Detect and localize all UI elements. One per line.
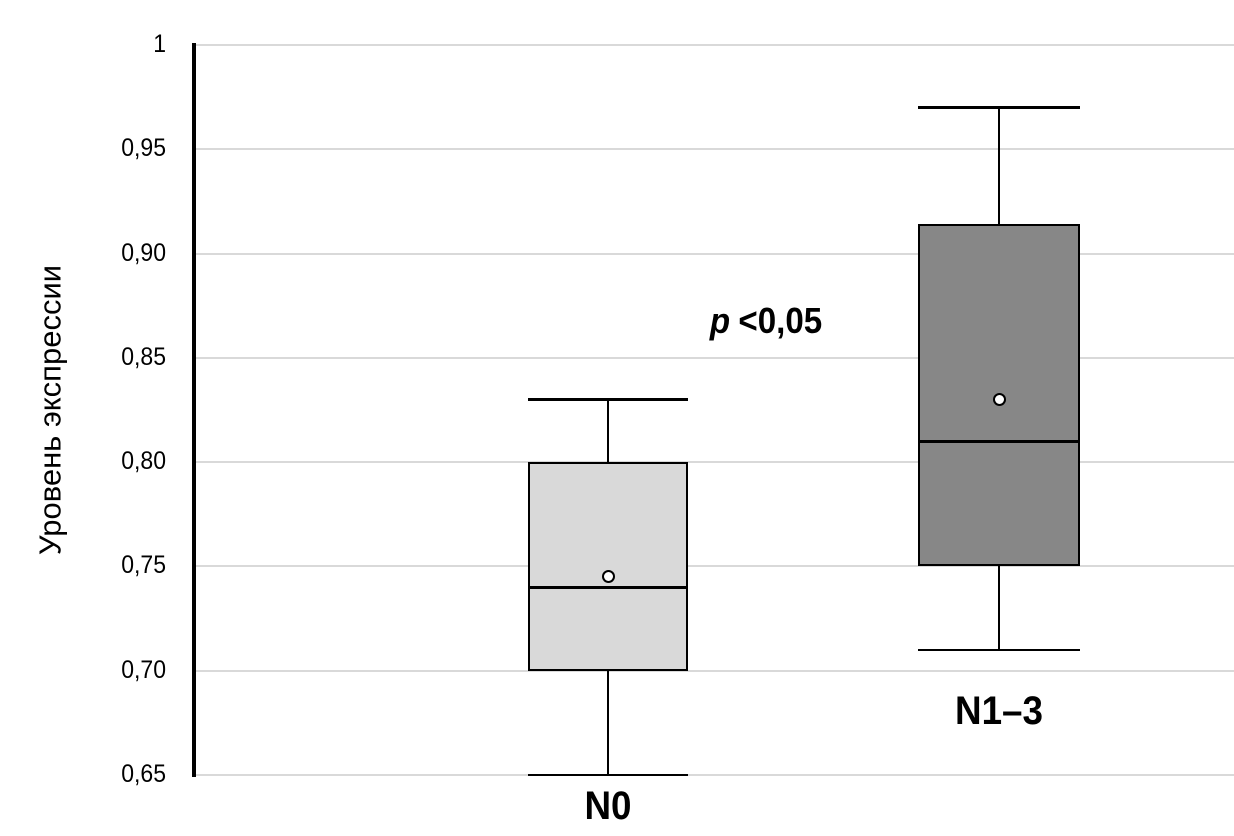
whisker-low-cap-n0 [528,773,688,777]
gridline [196,44,1234,46]
mean-marker-n0 [601,570,615,584]
y-tick-label: 0,95 [121,134,166,163]
gridline [196,774,1234,776]
gridline [196,148,1234,151]
gridline [196,565,1234,568]
whisker-low-line-n1-3 [997,566,1001,650]
y-tick-label: 0,70 [121,655,166,684]
category-label-n0: N0 [584,784,632,828]
category-label-n1-3: N1–3 [955,689,1043,733]
gridline [196,356,1234,359]
whisker-high-cap-n1-3 [918,106,1080,109]
y-tick-label: 0,80 [121,447,166,476]
whisker-low-cap-n1-3 [918,648,1080,652]
median-line-n0 [528,585,688,589]
p-value-annotation: p <0,05 [710,303,822,339]
p-value-text: <0,05 [738,300,823,341]
median-line-n1-3 [918,439,1080,443]
gridline [196,252,1234,255]
p-symbol: p [709,300,731,341]
y-tick-label: 0,65 [121,760,166,788]
whisker-high-line-n0 [606,399,610,463]
y-tick-label: 1 [153,30,166,58]
gridline [196,669,1234,672]
y-axis-line [192,43,196,777]
box-n0 [528,462,688,671]
gridline [196,461,1234,464]
whisker-high-cap-n0 [528,398,688,401]
whisker-low-line-n0 [606,670,610,775]
y-tick-label: 0,75 [121,551,166,580]
y-tick-label: 0,85 [121,342,166,371]
box-n1-3 [918,224,1080,567]
whisker-high-line-n1-3 [997,107,1001,225]
y-axis-title: Уровень экспрессии [32,264,68,556]
y-tick-label: 0,90 [121,238,166,267]
mean-marker-n1-3 [992,393,1006,407]
